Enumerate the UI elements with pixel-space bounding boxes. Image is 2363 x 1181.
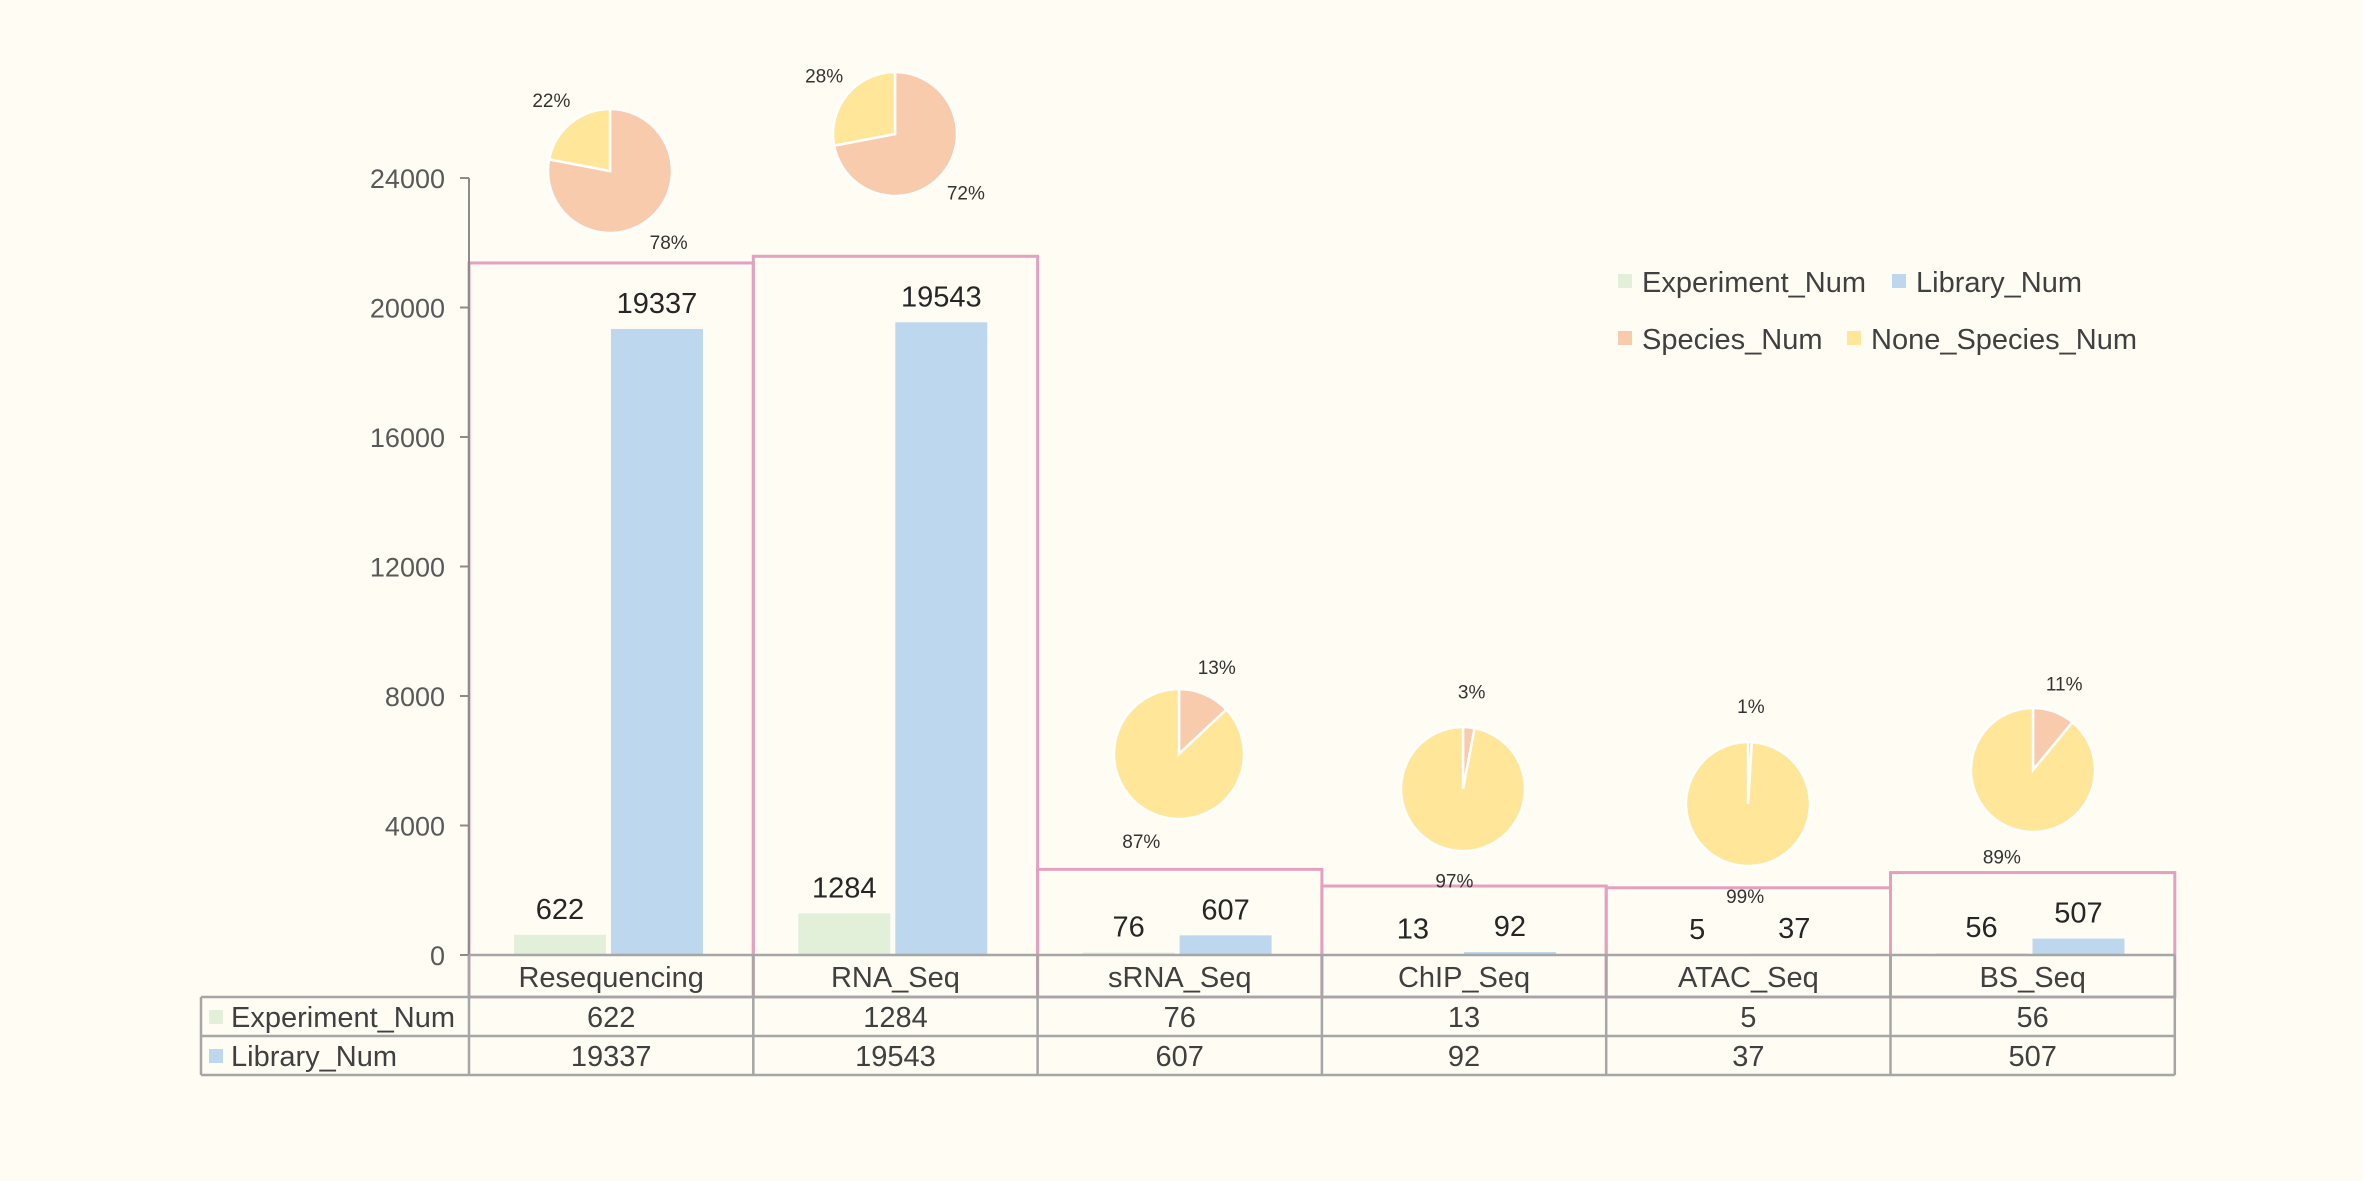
table-cell: 19337 xyxy=(571,1041,652,1073)
pie-label-species-num: 72% xyxy=(947,184,985,205)
legend-item-none-species-num: None_Species_Num xyxy=(1847,324,2137,356)
x-tick-label: BS_Seq xyxy=(1979,962,2085,994)
x-tick-label: Resequencing xyxy=(518,962,703,994)
bar-library-num-chip-seq xyxy=(1463,952,1556,955)
legend-swatch xyxy=(1847,331,1861,345)
table-cell: 76 xyxy=(1164,1002,1196,1034)
table-cell: 5 xyxy=(1740,1002,1756,1034)
table-cell: 622 xyxy=(587,1002,635,1034)
bar-experiment-num-rna-seq xyxy=(798,913,891,955)
table-cell: 19543 xyxy=(855,1041,936,1073)
pie-label-species-num: 3% xyxy=(1458,682,1486,703)
pie-label-none-species-num: 22% xyxy=(532,91,570,112)
pie-label-none-species-num: 28% xyxy=(805,66,843,87)
y-tick-label: 20000 xyxy=(370,294,445,324)
legend-label: Experiment_Num xyxy=(1642,267,1866,299)
data-label-library-num: 507 xyxy=(2054,898,2102,930)
y-axis: 0 4000 8000 12000 16000 20000 24000 xyxy=(370,164,470,971)
table-cell: 507 xyxy=(2008,1041,2056,1073)
data-label-library-num: 92 xyxy=(1494,911,1526,943)
data-table: Resequencing RNA_Seq sRNA_Seq ChIP_Seq ATAC_… xyxy=(199,953,2177,1077)
data-label-experiment-num: 76 xyxy=(1112,912,1144,944)
legend-swatch xyxy=(1618,331,1632,345)
pie-resequencing: 78% 22% xyxy=(532,91,687,254)
data-label-library-num: 19337 xyxy=(617,288,698,320)
pie-label-species-num: 1% xyxy=(1737,697,1765,718)
table-legend-key xyxy=(209,1049,223,1063)
legend-swatch xyxy=(1892,274,1906,288)
pie-label-none-species-num: 89% xyxy=(1983,848,2021,869)
bar-experiment-num-resequencing xyxy=(514,934,606,955)
pie-bs-seq: 11% 89% xyxy=(1969,674,2097,869)
table-cell: 92 xyxy=(1448,1041,1480,1073)
pie-label-none-species-num: 99% xyxy=(1726,887,1764,908)
pie-label-species-num: 11% xyxy=(2046,674,2083,695)
bar-library-num-bs-seq xyxy=(2032,938,2125,955)
data-label-experiment-num: 56 xyxy=(1965,912,1997,944)
y-tick-label: 0 xyxy=(430,941,445,971)
data-label-experiment-num: 622 xyxy=(536,894,584,926)
table-cell: 37 xyxy=(1732,1041,1764,1073)
y-tick-label: 4000 xyxy=(385,812,445,842)
data-label-library-num: 607 xyxy=(1201,894,1249,926)
data-label-experiment-num: 1284 xyxy=(812,872,877,904)
legend-label: Library_Num xyxy=(1916,267,2082,299)
pie-label-species-num: 78% xyxy=(650,233,688,254)
pie-slice-none-species-num xyxy=(1969,706,2097,834)
y-tick-label: 16000 xyxy=(370,423,445,453)
pie-charts: 78% 22% 72% 28% 13% 87% 3% 97% 1% 99% 11% 89% xyxy=(532,66,2097,908)
bar-library-num-srna-seq xyxy=(1179,935,1272,955)
x-tick-label: RNA_Seq xyxy=(831,962,960,994)
pie-label-none-species-num: 97% xyxy=(1435,872,1473,893)
pie-rna-seq: 72% 28% xyxy=(805,66,985,204)
data-label-experiment-num: 13 xyxy=(1397,914,1429,946)
pie-label-none-species-num: 87% xyxy=(1122,832,1160,853)
pie-chip-seq: 3% 97% xyxy=(1399,682,1527,893)
legend-item-library-num: Library_Num xyxy=(1892,267,2082,299)
x-tick-label: sRNA_Seq xyxy=(1108,962,1251,994)
bar-library-num-resequencing xyxy=(611,328,703,956)
legend-item-species-num: Species_Num xyxy=(1618,324,1823,356)
pie-atac-seq: 1% 99% xyxy=(1684,697,1812,908)
pie-slice-none-species-num xyxy=(1399,725,1527,853)
legend-swatch xyxy=(1618,274,1632,288)
legend: Experiment_Num Library_Num Species_Num None… xyxy=(1618,267,2137,356)
legend-label: Species_Num xyxy=(1642,324,1823,356)
y-tick-label: 8000 xyxy=(385,682,445,712)
legend-item-experiment-num: Experiment_Num xyxy=(1618,267,1866,299)
y-tick-label: 12000 xyxy=(370,553,445,583)
data-label-experiment-num: 5 xyxy=(1689,914,1705,946)
pie-slice-none-species-num xyxy=(1684,740,1812,868)
pie-srna-seq: 13% 87% xyxy=(1112,658,1246,853)
table-cell: 13 xyxy=(1448,1002,1480,1034)
table-legend-key xyxy=(209,1010,223,1024)
bars: 622 19337 1284 19543 76 607 13 92 5 37 56 507 xyxy=(514,281,2125,956)
bar-library-num-rna-seq xyxy=(895,322,988,955)
pie-slice-none-species-num xyxy=(1112,687,1246,821)
y-tick-label: 24000 xyxy=(370,164,445,194)
data-label-library-num: 19543 xyxy=(901,281,982,313)
pie-label-species-num: 13% xyxy=(1198,658,1236,679)
table-cell: 56 xyxy=(2017,1002,2049,1034)
table-row-label: Experiment_Num xyxy=(231,1002,455,1034)
pie-slice-none-species-num xyxy=(831,70,897,148)
category-frames xyxy=(467,254,2177,999)
table-cell: 1284 xyxy=(863,1002,928,1034)
pie-slice-none-species-num xyxy=(547,107,612,173)
x-tick-label: ChIP_Seq xyxy=(1398,962,1530,994)
table-cell: 607 xyxy=(1156,1041,1204,1073)
data-label-library-num: 37 xyxy=(1778,913,1810,945)
x-tick-label: ATAC_Seq xyxy=(1678,962,1819,994)
legend-label: None_Species_Num xyxy=(1871,324,2137,356)
table-row-label: Library_Num xyxy=(231,1041,397,1073)
